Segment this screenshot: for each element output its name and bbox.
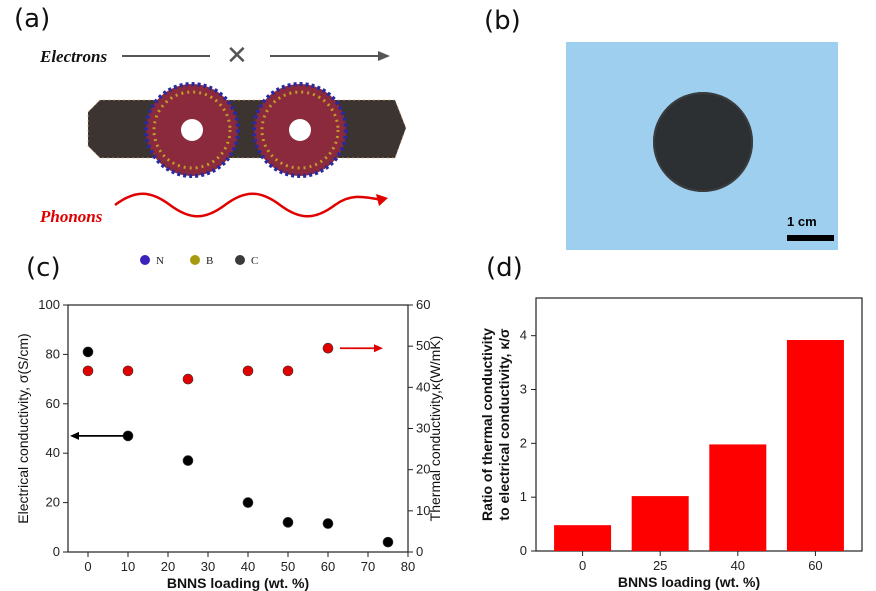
y-tick-label-c: 80 [46, 346, 60, 361]
x-axis-title-d: BNNS loading (wt. %) [618, 574, 760, 590]
electrical-point [242, 497, 254, 508]
x-tick-label-d: 25 [653, 558, 667, 573]
y-axis-title-c: Electrical conductivity, σ(S/cm) [15, 333, 31, 523]
x-tick-label-c: 30 [201, 559, 215, 574]
sample-photo: 1 cm [566, 42, 838, 250]
left-axis-arrowhead [70, 431, 79, 440]
plot-frame-d [535, 297, 863, 552]
y-right-tick-label-c: 10 [416, 503, 430, 518]
y-tick-label-c: 100 [38, 297, 60, 312]
y-right-tick-label-c: 20 [416, 462, 430, 477]
x-tick-label-d: 60 [808, 558, 822, 573]
thermal-point [242, 365, 254, 377]
x-tick-label-c: 80 [401, 559, 415, 574]
panel-label-d: (d) [486, 253, 523, 283]
thermal-point [82, 365, 94, 377]
thermal-point [122, 365, 134, 377]
cross-icon: ✕ [226, 41, 248, 71]
bar [631, 496, 689, 551]
y-tick-label-c: 0 [53, 544, 60, 559]
electrical-point [282, 517, 294, 528]
panel-label-b: (b) [484, 6, 521, 36]
x-axis-title-c: BNNS loading (wt. %) [167, 575, 309, 591]
legend-marker-b [190, 255, 200, 265]
x-tick-label-c: 10 [121, 559, 135, 574]
y-axis-title-d-line1: Ratio of thermal conductivity [479, 328, 495, 521]
y-tick-label-d: 2 [520, 435, 527, 450]
y-tick-label-c: 40 [46, 445, 60, 460]
thermal-point [282, 365, 294, 377]
x-tick-label-c: 50 [281, 559, 295, 574]
x-tick-label-c: 20 [161, 559, 175, 574]
bar [554, 525, 612, 551]
x-tick-label-d: 0 [579, 558, 586, 573]
x-tick-label-c: 70 [361, 559, 375, 574]
legend-label-c: C [251, 255, 258, 267]
y-right-tick-label-c: 30 [416, 421, 430, 436]
x-tick-label-c: 40 [241, 559, 255, 574]
electrical-point [322, 518, 334, 529]
bar [786, 339, 844, 551]
y-tick-label-c: 60 [46, 396, 60, 411]
atom-legend: N B C [140, 255, 258, 267]
bnns-sheet-left [144, 82, 240, 178]
legend-label-b: B [206, 255, 213, 267]
thermal-point [322, 342, 334, 354]
y-tick-label-d: 4 [520, 328, 527, 343]
electrical-point [82, 346, 94, 358]
legend-label-n: N [156, 255, 164, 267]
sample-disk [653, 92, 753, 192]
y-right-tick-label-c: 50 [416, 338, 430, 353]
bar [709, 444, 767, 551]
right-axis-arrowhead [374, 344, 383, 353]
x-tick-label-d: 40 [731, 558, 745, 573]
legend-marker-n [140, 255, 150, 265]
y-tick-label-c: 20 [46, 495, 60, 510]
scale-bar [787, 235, 834, 241]
y-right-axis-title-c: Thermal conductivity,κ(W/mK) [427, 336, 443, 522]
y-right-tick-label-c: 40 [416, 379, 430, 394]
scale-bar-label: 1 cm [787, 214, 817, 229]
electrical-point [182, 455, 194, 466]
y-axis-title-d-line2: to electrical conductivity, κ/σ [496, 328, 512, 521]
y-tick-label-d: 0 [520, 543, 527, 558]
phonon-wave [114, 192, 383, 218]
legend-marker-c [235, 255, 245, 265]
y-right-tick-label-c: 60 [416, 297, 430, 312]
electrical-point [382, 536, 394, 548]
x-tick-label-c: 60 [321, 559, 335, 574]
phonons-label: Phonons [39, 207, 103, 226]
electron-arrowhead [378, 51, 390, 61]
bnns-sheet-right [252, 82, 348, 178]
phonon-arrowhead [376, 194, 388, 206]
electrons-label: Electrons [39, 47, 107, 66]
panel-label-a: (a) [14, 4, 51, 34]
thermal-point [182, 373, 194, 385]
y-tick-label-d: 1 [520, 489, 527, 504]
y-right-tick-label-c: 0 [416, 544, 423, 559]
y-tick-label-d: 3 [520, 382, 527, 397]
x-tick-label-c: 0 [84, 559, 91, 574]
panel-label-c: (c) [26, 253, 61, 283]
